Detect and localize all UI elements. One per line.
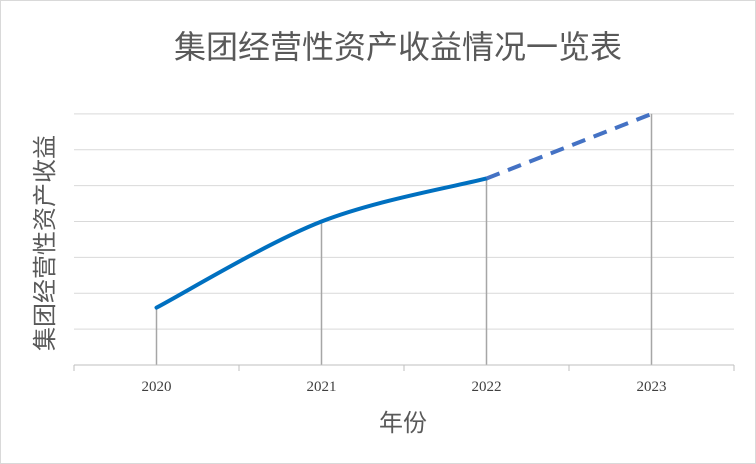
y-axis-title: 集团经营性资产收益 bbox=[31, 135, 59, 351]
chart-title: 集团经营性资产收益情况一览表 bbox=[174, 28, 622, 66]
x-tick-labels: 2020 2021 2022 2023 bbox=[142, 379, 667, 395]
series-line-solid bbox=[154, 176, 489, 310]
x-tick-label: 2022 bbox=[472, 379, 502, 395]
x-tick-label: 2023 bbox=[637, 379, 667, 395]
series-line-dashed bbox=[485, 112, 653, 181]
x-tick-label: 2020 bbox=[142, 379, 172, 395]
x-axis bbox=[73, 364, 735, 371]
x-tick-label: 2021 bbox=[307, 379, 337, 395]
series-lines bbox=[154, 112, 653, 310]
drop-lines bbox=[155, 113, 653, 365]
x-axis-title: 年份 bbox=[379, 409, 427, 437]
